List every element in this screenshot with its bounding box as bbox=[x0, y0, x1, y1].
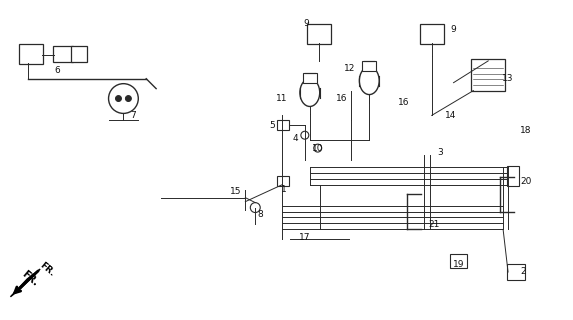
Text: 21: 21 bbox=[428, 220, 439, 229]
Text: 11: 11 bbox=[276, 94, 288, 103]
Polygon shape bbox=[10, 269, 40, 297]
Bar bbox=[303, 73, 317, 83]
FancyBboxPatch shape bbox=[507, 264, 525, 280]
Text: 1: 1 bbox=[281, 185, 287, 194]
Text: 8: 8 bbox=[257, 210, 263, 219]
FancyBboxPatch shape bbox=[71, 46, 87, 62]
Text: FR.: FR. bbox=[38, 260, 57, 278]
Text: 7: 7 bbox=[131, 111, 136, 120]
Text: 15: 15 bbox=[230, 187, 241, 196]
Circle shape bbox=[108, 84, 138, 113]
Text: 4: 4 bbox=[292, 134, 298, 143]
Text: 14: 14 bbox=[445, 111, 456, 120]
Circle shape bbox=[301, 131, 309, 139]
Text: FR.: FR. bbox=[20, 269, 40, 289]
Text: 17: 17 bbox=[299, 233, 311, 242]
Text: 2: 2 bbox=[520, 267, 526, 276]
FancyBboxPatch shape bbox=[277, 176, 289, 186]
Text: 5: 5 bbox=[269, 121, 275, 130]
Circle shape bbox=[116, 96, 121, 101]
Text: 12: 12 bbox=[344, 64, 355, 73]
Text: 16: 16 bbox=[336, 94, 347, 103]
FancyBboxPatch shape bbox=[19, 44, 43, 64]
Text: 16: 16 bbox=[398, 98, 410, 107]
Circle shape bbox=[250, 203, 260, 212]
FancyBboxPatch shape bbox=[420, 24, 444, 44]
Text: 18: 18 bbox=[520, 126, 532, 135]
FancyBboxPatch shape bbox=[507, 166, 519, 186]
Circle shape bbox=[125, 96, 131, 101]
Text: 20: 20 bbox=[520, 177, 532, 186]
Bar bbox=[362, 61, 376, 71]
FancyBboxPatch shape bbox=[53, 46, 73, 62]
Text: 19: 19 bbox=[453, 260, 464, 268]
Ellipse shape bbox=[300, 79, 320, 107]
Text: 9: 9 bbox=[450, 25, 457, 34]
Text: 6: 6 bbox=[54, 66, 60, 75]
Text: 9: 9 bbox=[303, 19, 309, 28]
Bar bbox=[277, 120, 289, 130]
Text: 10: 10 bbox=[312, 144, 324, 153]
Circle shape bbox=[314, 144, 321, 152]
Text: 13: 13 bbox=[503, 74, 514, 83]
FancyBboxPatch shape bbox=[450, 254, 468, 268]
FancyBboxPatch shape bbox=[307, 24, 331, 44]
FancyBboxPatch shape bbox=[472, 59, 505, 91]
Text: 3: 3 bbox=[438, 148, 444, 156]
Ellipse shape bbox=[359, 67, 379, 95]
